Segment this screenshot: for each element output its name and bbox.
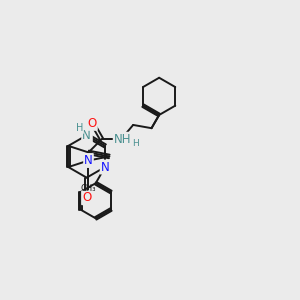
Text: CH₃: CH₃ — [81, 184, 96, 193]
Text: N: N — [101, 160, 110, 174]
Text: N: N — [82, 129, 91, 142]
Text: O: O — [88, 117, 97, 130]
Text: H: H — [132, 139, 139, 148]
Text: O: O — [82, 129, 92, 142]
Text: O: O — [82, 191, 91, 204]
Text: NH: NH — [114, 133, 131, 146]
Text: H: H — [76, 123, 83, 133]
Text: N: N — [84, 154, 93, 167]
